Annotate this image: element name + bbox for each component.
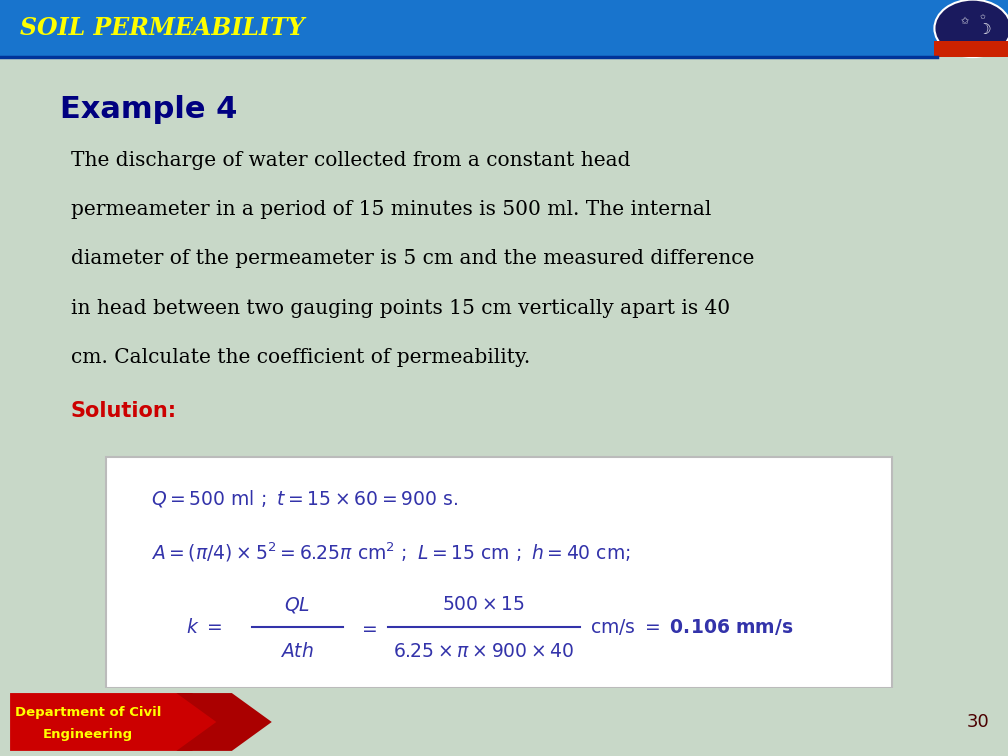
Text: $=$: $=$ [358,618,377,637]
Text: $Ath$: $Ath$ [280,642,314,662]
Text: ✩: ✩ [980,14,986,20]
FancyBboxPatch shape [934,42,1008,57]
FancyBboxPatch shape [106,457,892,688]
Text: $\mathrm{cm/s}\ =\ \mathbf{0.106\ mm/s}$: $\mathrm{cm/s}\ =\ \mathbf{0.106\ mm/s}$ [590,618,793,637]
Text: Engineering: Engineering [42,727,133,741]
Text: $A = (\pi/4) \times 5^2 = 6.25\pi\ \mathrm{cm}^2\ ;\ L = 15\ \mathrm{cm}\ ;\ h =: $A = (\pi/4) \times 5^2 = 6.25\pi\ \math… [151,541,631,564]
Text: permeameter in a period of 15 minutes is 500 ml. The internal: permeameter in a period of 15 minutes is… [71,200,711,219]
Text: Example 4: Example 4 [60,94,238,123]
Text: Solution:: Solution: [71,401,176,420]
Text: Department of Civil: Department of Civil [14,705,161,719]
Text: ☽: ☽ [978,23,992,37]
Polygon shape [10,693,232,751]
Text: $Q = 500\ \mathrm{ml}\ ;\ t = 15 \times 60 = 900\ \mathrm{s.}$: $Q = 500\ \mathrm{ml}\ ;\ t = 15 \times … [151,488,458,509]
Text: $500 \times 15$: $500 \times 15$ [443,595,525,615]
Circle shape [934,0,1008,57]
Text: The discharge of water collected from a constant head: The discharge of water collected from a … [71,151,630,170]
Text: ✩: ✩ [961,16,969,26]
Text: diameter of the permeameter is 5 cm and the measured difference: diameter of the permeameter is 5 cm and … [71,249,754,268]
FancyBboxPatch shape [0,0,1008,57]
Text: $k\ =\ $: $k\ =\ $ [186,618,223,637]
Text: in head between two gauging points 15 cm vertically apart is 40: in head between two gauging points 15 cm… [71,299,730,318]
Text: $QL$: $QL$ [284,595,310,615]
Text: $6.25 \times \pi \times 900 \times 40$: $6.25 \times \pi \times 900 \times 40$ [393,642,575,662]
Text: 30: 30 [967,713,989,731]
Polygon shape [176,693,272,751]
FancyBboxPatch shape [0,688,1008,756]
Text: cm. Calculate the coefficient of permeability.: cm. Calculate the coefficient of permeab… [71,348,530,367]
Text: SOIL PERMEABILITY: SOIL PERMEABILITY [20,17,304,40]
